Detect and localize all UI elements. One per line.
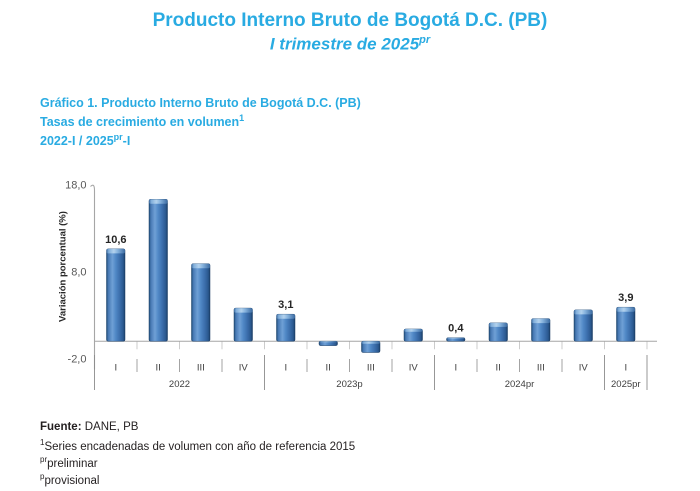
svg-text:II: II (496, 362, 501, 373)
svg-text:II: II (326, 362, 331, 373)
svg-text:I: I (284, 362, 287, 373)
svg-text:3,9: 3,9 (618, 292, 633, 304)
svg-text:-2,0: -2,0 (68, 354, 87, 366)
svg-text:I: I (454, 362, 457, 373)
svg-text:III: III (537, 362, 545, 373)
svg-text:2023p: 2023p (336, 379, 362, 390)
svg-text:III: III (367, 362, 375, 373)
svg-text:III: III (197, 362, 205, 373)
svg-text:II: II (156, 362, 161, 373)
svg-text:IV: IV (579, 362, 589, 373)
svg-text:IV: IV (409, 362, 419, 373)
svg-text:0,4: 0,4 (448, 323, 464, 335)
svg-text:8,0: 8,0 (71, 267, 86, 279)
svg-text:I: I (114, 362, 117, 373)
svg-text:10,6: 10,6 (105, 234, 126, 246)
svg-text:18,0: 18,0 (65, 180, 86, 192)
svg-text:IV: IV (239, 362, 249, 373)
svg-text:3,1: 3,1 (278, 299, 293, 311)
svg-text:2025pr: 2025pr (611, 379, 641, 390)
svg-text:2022: 2022 (169, 379, 190, 390)
svg-text:2024pr: 2024pr (505, 379, 535, 390)
svg-text:I: I (624, 362, 627, 373)
